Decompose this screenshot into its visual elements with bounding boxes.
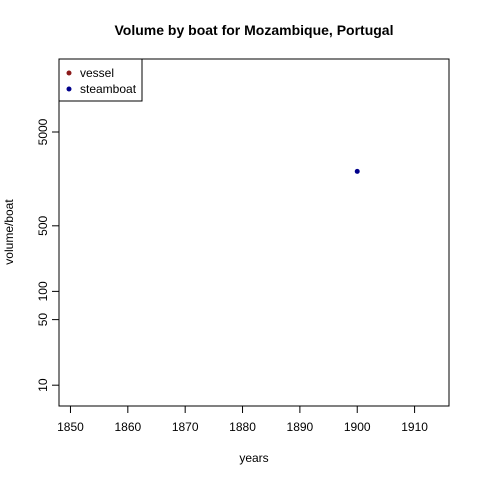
y-tick-label: 50 — [36, 313, 50, 327]
y-tick-label: 500 — [36, 215, 50, 235]
x-tick-label: 1880 — [229, 420, 256, 434]
chart-title: Volume by boat for Mozambique, Portugal — [115, 22, 394, 38]
legend-marker-vessel — [66, 70, 72, 76]
x-tick-label: 1910 — [401, 420, 428, 434]
plot-area — [58, 58, 450, 407]
legend-marker-steamboat — [66, 86, 72, 92]
y-axis-label: volume/boat — [2, 199, 16, 265]
x-tick-label: 1860 — [114, 420, 141, 434]
legend-label-steamboat: steamboat — [80, 82, 137, 96]
x-tick-label: 1890 — [287, 420, 314, 434]
legend: vessel steamboat — [58, 58, 143, 102]
x-axis-label: years — [239, 451, 268, 465]
y-tick-label: 5000 — [36, 118, 50, 145]
legend-box — [58, 58, 143, 102]
x-axis: 1850 1860 1870 1880 1890 1900 1910 — [57, 405, 428, 434]
y-tick-label: 100 — [36, 281, 50, 301]
x-tick-label: 1870 — [172, 420, 199, 434]
legend-label-vessel: vessel — [80, 66, 114, 80]
x-tick-label: 1900 — [344, 420, 371, 434]
y-axis: 10 50 100 500 5000 — [36, 118, 60, 392]
data-points — [354, 168, 360, 174]
x-tick-label: 1850 — [57, 420, 84, 434]
data-point-steamboat — [354, 168, 360, 174]
y-tick-label: 10 — [36, 378, 50, 392]
